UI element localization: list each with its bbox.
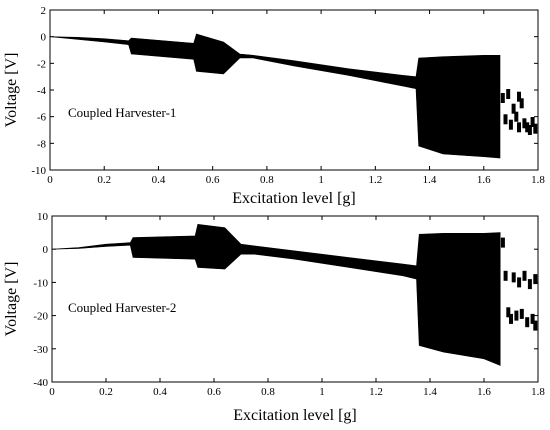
y-tick-label: -4 (37, 85, 47, 97)
voltage-envelope-1 (49, 33, 501, 159)
data-point (503, 270, 508, 281)
data-point (506, 89, 511, 99)
data-point (525, 122, 530, 133)
x-ticks-1: 0 0.2 0.4 0.6 0.8 1 1.2 1.4 1.6 1.8 (47, 10, 545, 186)
x-tick-label: 1 (318, 174, 324, 186)
x-tick-label: 0.8 (261, 386, 275, 398)
y-tick-label: -20 (33, 311, 48, 323)
x-tick-label: 1.8 (531, 386, 545, 398)
scatter-points-2 (500, 237, 538, 331)
data-point (509, 313, 513, 324)
x-axis-title-1: Excitation level [g] (232, 190, 356, 207)
voltage-envelope-2 (51, 223, 501, 366)
x-tick-label: 1.2 (368, 174, 382, 186)
x-tick-label: 0 (49, 386, 55, 398)
y-tick-label: -10 (31, 165, 46, 177)
annotation-2: Coupled Harvester-2 (68, 300, 176, 315)
data-point (503, 114, 508, 125)
x-tick-label: 1.8 (531, 174, 545, 186)
x-tick-label: 0.8 (260, 174, 274, 186)
data-point (527, 125, 532, 135)
y-tick-label: -8 (37, 138, 47, 150)
y-tick-label: 2 (41, 5, 47, 17)
y-tick-label: -40 (33, 377, 48, 389)
data-point (514, 111, 519, 122)
data-point (525, 317, 530, 328)
data-point (527, 279, 532, 290)
x-tick-label: 1.6 (477, 386, 491, 398)
data-point (517, 122, 521, 133)
y-tick-label: -10 (33, 277, 48, 289)
data-point (533, 320, 538, 331)
annotation-1: Coupled Harvester-1 (68, 105, 176, 120)
chart-panel-1: 0 0.2 0.4 0.6 0.8 1 1.2 1.4 1.6 1.8 2 0 -2 -4 -6 -8 -10… (3, 5, 545, 207)
y-tick-label: -6 (37, 112, 47, 124)
x-ticks-2: 0 0.2 0.4 0.6 0.8 1 1.2 1.4 1.6 1.8 (49, 216, 545, 398)
x-tick-label: 0.4 (153, 386, 167, 398)
x-tick-label: 1.2 (369, 386, 383, 398)
x-tick-label: 0.2 (99, 386, 113, 398)
data-point (530, 313, 535, 324)
data-point (519, 308, 524, 319)
x-tick-label: 0.2 (97, 174, 111, 186)
data-point (500, 237, 505, 248)
data-point (530, 117, 535, 127)
y-tick-label: -30 (33, 344, 48, 356)
data-point (500, 93, 505, 103)
data-point (511, 272, 516, 283)
y-tick-label: -2 (37, 58, 46, 70)
x-tick-label: 1 (319, 386, 325, 398)
data-point (522, 270, 527, 281)
data-point (517, 91, 521, 102)
y-axis-title-1: Voltage [V] (3, 53, 20, 128)
data-point (533, 123, 538, 134)
x-tick-label: 0 (47, 174, 53, 186)
plot-frame-2 (51, 215, 539, 383)
data-point (517, 277, 522, 288)
x-tick-label: 0.6 (206, 174, 220, 186)
y-tick-label: 0 (43, 244, 49, 256)
data-point (508, 119, 513, 130)
data-point (506, 307, 511, 318)
y-tick-label: 0 (41, 32, 47, 44)
chart-panel-2: 0 0.2 0.4 0.6 0.8 1 1.2 1.4 1.6 1.8 10 0 -10 -20 -30 -… (3, 211, 545, 424)
x-tick-label: 1.4 (423, 174, 437, 186)
y-ticks-2: 10 0 -10 -20 -30 -40 (33, 211, 538, 389)
data-point (519, 98, 524, 109)
x-tick-label: 0.4 (152, 174, 166, 186)
x-tick-label: 1.4 (423, 386, 437, 398)
data-point (511, 103, 516, 114)
x-tick-label: 1.6 (477, 174, 491, 186)
data-point (533, 274, 538, 285)
y-ticks-1: 2 0 -2 -4 -6 -8 -10 (31, 5, 538, 177)
data-point (522, 118, 527, 129)
data-point (514, 310, 519, 321)
x-tick-label: 0.6 (207, 386, 221, 398)
scatter-points-1 (500, 89, 538, 135)
x-axis-title-2: Excitation level [g] (233, 407, 357, 424)
y-axis-title-2: Voltage [V] (3, 262, 20, 337)
y-tick-label: 10 (37, 211, 49, 223)
